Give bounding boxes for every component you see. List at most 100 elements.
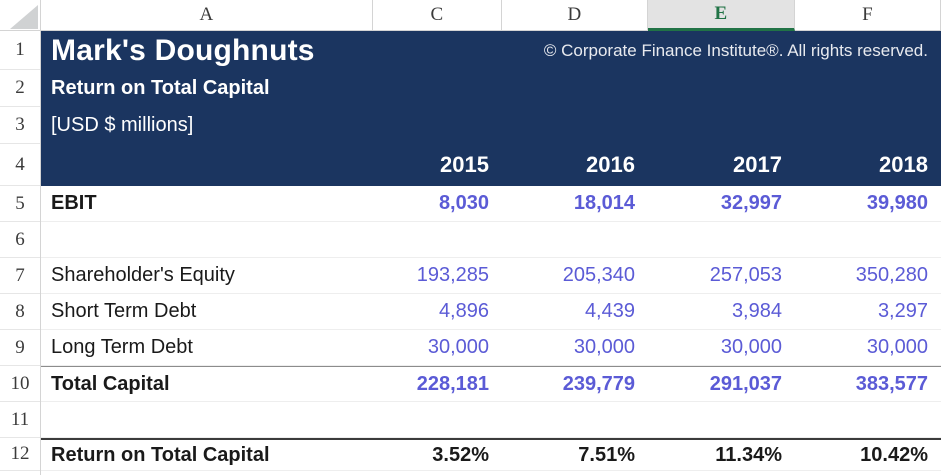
year-header-2016[interactable]: 2016	[502, 144, 648, 186]
cell-b2-blank[interactable]	[373, 70, 941, 107]
select-all-triangle-icon	[10, 5, 38, 29]
year-header-label: 2017	[733, 152, 782, 177]
column-header-label: D	[567, 4, 582, 25]
year-header-2018[interactable]: 2018	[795, 144, 941, 186]
value-cell[interactable]: 8,030	[373, 186, 502, 221]
value-cell[interactable]: 228,181	[373, 367, 502, 401]
row-header-6[interactable]: 6	[0, 222, 40, 258]
cell-value: 39,980	[866, 192, 928, 214]
value-cell[interactable]: 383,577	[795, 367, 941, 401]
row-label: EBIT	[51, 192, 97, 214]
row-header-label: 6	[15, 228, 25, 250]
row-header-11[interactable]: 11	[0, 402, 40, 438]
cell-value: 350,280	[855, 264, 928, 286]
year-header-2015[interactable]: 2015	[373, 144, 502, 186]
value-cell[interactable]	[795, 222, 941, 257]
column-header-e[interactable]: E	[648, 0, 795, 31]
row-label-cell[interactable]: EBIT	[41, 186, 373, 221]
row-label: Long Term Debt	[51, 336, 193, 358]
cell-a3[interactable]: [USD $ millions]	[41, 107, 373, 144]
value-cell[interactable]: 10.42%	[795, 440, 941, 470]
year-header-2017[interactable]: 2017	[648, 144, 795, 186]
row-header-8[interactable]: 8	[0, 294, 40, 330]
value-cell[interactable]: 3,984	[648, 294, 795, 329]
table-row: Total Capital 228,181 239,779 291,037 383,57…	[41, 366, 941, 402]
year-header-label: 2015	[440, 152, 489, 177]
row-header-12[interactable]: 12	[0, 438, 40, 471]
row-header-10[interactable]: 10	[0, 366, 40, 402]
value-cell[interactable]: 3,297	[795, 294, 941, 329]
grid-body: Mark's Doughnuts © Corporate Finance Ins…	[41, 31, 941, 475]
value-cell[interactable]: 7.51%	[502, 440, 648, 470]
value-cell[interactable]: 32,997	[648, 186, 795, 221]
value-cell[interactable]: 30,000	[795, 330, 941, 365]
row-label-cell[interactable]: Short Term Debt	[41, 294, 373, 329]
row-label-cell[interactable]: Long Term Debt	[41, 330, 373, 365]
value-cell[interactable]	[648, 222, 795, 257]
row-header-label: 1	[15, 39, 25, 60]
value-cell[interactable]	[648, 402, 795, 437]
table-row	[41, 402, 941, 438]
table-row: Shareholder's Equity 193,285 205,340 257,05…	[41, 258, 941, 294]
value-cell[interactable]: 18,014	[502, 186, 648, 221]
select-all-button[interactable]	[0, 0, 41, 31]
cell-value: 3,297	[877, 300, 928, 322]
row-label-cell[interactable]	[41, 402, 373, 437]
value-cell[interactable]: 350,280	[795, 258, 941, 293]
data-rows-container: EBIT 8,030 18,014 32,997 39,980 Shareholder's…	[41, 186, 941, 471]
table-row: Short Term Debt 4,896 4,439 3,984 3,297	[41, 294, 941, 330]
cell-a2[interactable]: Return on Total Capital	[41, 70, 373, 107]
cell-value: 193,285	[416, 264, 489, 286]
row-header-7[interactable]: 7	[0, 258, 40, 294]
row-4-year-headers: 2015 2016 2017 2018	[41, 144, 941, 186]
cell-value: 383,577	[855, 372, 928, 395]
value-cell[interactable]: 257,053	[648, 258, 795, 293]
value-cell[interactable]: 205,340	[502, 258, 648, 293]
row-header-3[interactable]: 3	[0, 107, 40, 144]
value-cell[interactable]: 239,779	[502, 367, 648, 401]
value-cell[interactable]	[795, 402, 941, 437]
row-header-label: 4	[15, 153, 25, 175]
cell-value: 10.42%	[860, 443, 928, 466]
row-header-1[interactable]: 1	[0, 31, 40, 70]
cell-a4-blank[interactable]	[41, 144, 373, 186]
column-header-c[interactable]: C	[373, 0, 502, 31]
column-header-f[interactable]: F	[795, 0, 941, 31]
value-cell[interactable]: 30,000	[373, 330, 502, 365]
value-cell[interactable]: 3.52%	[373, 440, 502, 470]
cell-value: 4,896	[438, 300, 489, 322]
row-header-2[interactable]: 2	[0, 70, 40, 107]
cell-value: 18,014	[573, 192, 635, 214]
row-label-cell[interactable]	[41, 222, 373, 257]
row-header-5[interactable]: 5	[0, 186, 40, 222]
value-cell[interactable]	[373, 402, 502, 437]
column-header-d[interactable]: D	[502, 0, 648, 31]
value-cell[interactable]	[373, 222, 502, 257]
cell-value: 3,984	[731, 300, 782, 322]
cell-value: 11.34%	[715, 443, 782, 466]
value-cell[interactable]	[502, 222, 648, 257]
value-cell[interactable]	[502, 402, 648, 437]
row-header-9[interactable]: 9	[0, 330, 40, 366]
value-cell[interactable]: 30,000	[502, 330, 648, 365]
row-header-label: 5	[15, 192, 25, 214]
value-cell[interactable]: 4,439	[502, 294, 648, 329]
value-cell[interactable]: 30,000	[648, 330, 795, 365]
value-cell[interactable]: 11.34%	[648, 440, 795, 470]
row-label: Short Term Debt	[51, 300, 197, 322]
cell-copyright[interactable]: © Corporate Finance Institute®. All righ…	[373, 31, 941, 70]
value-cell[interactable]: 39,980	[795, 186, 941, 221]
value-cell[interactable]: 4,896	[373, 294, 502, 329]
row-label-cell[interactable]: Total Capital	[41, 367, 373, 401]
row-label-cell[interactable]: Shareholder's Equity	[41, 258, 373, 293]
value-cell[interactable]: 291,037	[648, 367, 795, 401]
row-header-4[interactable]: 4	[0, 144, 40, 186]
row-header-gutter: 1 2 3 4 5 6 7 8 9 10 11 12	[0, 31, 41, 475]
row-label-cell[interactable]: Return on Total Capital	[41, 440, 373, 470]
cell-a1[interactable]: Mark's Doughnuts	[41, 31, 373, 70]
column-header-a[interactable]: A	[41, 0, 373, 31]
table-row: Long Term Debt 30,000 30,000 30,000 30,000	[41, 330, 941, 366]
row-header-label: 3	[15, 114, 25, 135]
cell-b3-blank[interactable]	[373, 107, 941, 144]
value-cell[interactable]: 193,285	[373, 258, 502, 293]
